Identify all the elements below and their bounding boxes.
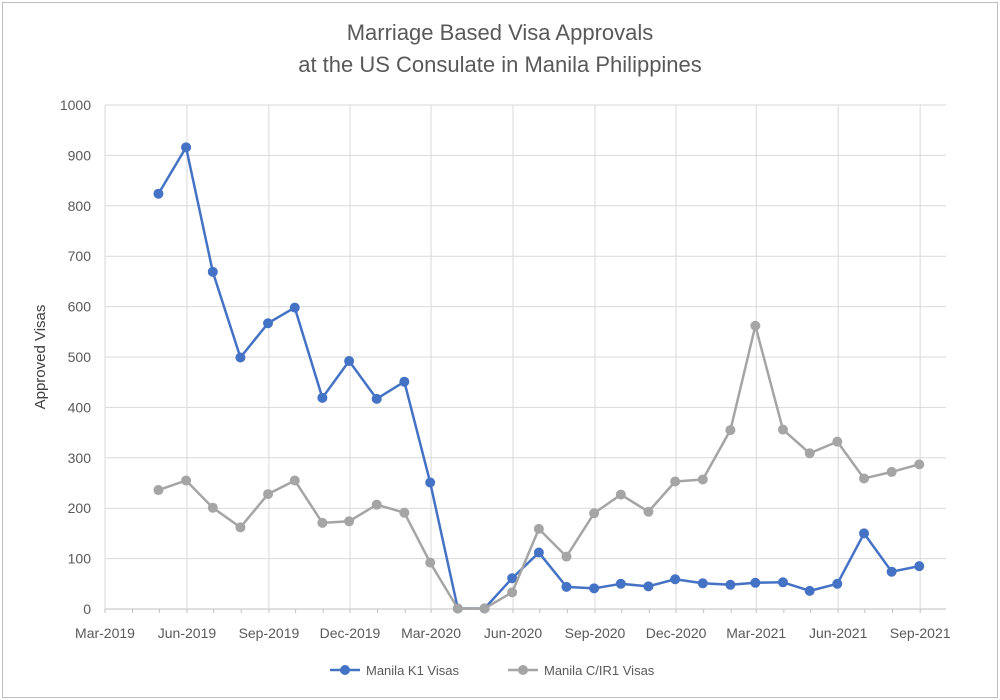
data-point — [670, 476, 681, 487]
x-tick-label: Mar-2021 — [726, 625, 786, 641]
x-tick-label: Sep-2021 — [890, 625, 951, 641]
data-point — [914, 459, 925, 470]
data-point — [725, 579, 736, 590]
data-point — [859, 528, 870, 539]
data-point — [371, 393, 382, 404]
data-point — [344, 516, 355, 527]
y-tick-label: 200 — [68, 500, 92, 516]
x-tick-label: Dec-2019 — [320, 625, 381, 641]
data-point — [750, 320, 761, 331]
data-point — [533, 547, 544, 558]
y-tick-label: 100 — [68, 551, 92, 567]
y-tick-label: 500 — [68, 349, 92, 365]
data-point — [643, 581, 654, 592]
data-point — [615, 578, 626, 589]
data-point — [479, 603, 490, 614]
data-point — [750, 577, 761, 588]
y-tick-label: 400 — [68, 399, 92, 415]
chart-title-line-1: Marriage Based Visa Approvals — [347, 20, 654, 45]
x-tick-label: Sep-2019 — [239, 625, 300, 641]
y-axis-label: Approved Visas — [32, 305, 49, 410]
data-point — [643, 506, 654, 517]
data-point — [235, 522, 246, 533]
data-point — [235, 352, 246, 363]
y-tick-label: 0 — [83, 601, 91, 617]
y-tick-label: 900 — [68, 147, 92, 163]
x-tick-labels: Mar-2019 Jun-2019 Sep-2019 Dec-2019 Mar-2020… — [75, 625, 951, 641]
data-point — [589, 508, 600, 519]
x-tick-label: Mar-2019 — [75, 625, 135, 641]
chart-title-line-2: at the US Consulate in Manila Philippine… — [298, 52, 702, 77]
data-point — [804, 448, 815, 459]
data-point — [153, 188, 164, 199]
data-point — [181, 142, 192, 153]
x-tick-label: Sep-2020 — [565, 625, 626, 641]
y-tick-labels: 0 100 200 300 400 500 600 700 800 900 1000 — [60, 97, 91, 617]
data-point — [886, 566, 897, 577]
data-point — [777, 577, 788, 588]
data-point — [697, 578, 708, 589]
data-point — [507, 587, 518, 598]
legend-label: Manila C/IR1 Visas — [544, 663, 655, 678]
legend-label: Manila K1 Visas — [366, 663, 459, 678]
data-point — [832, 578, 843, 589]
data-point — [371, 499, 382, 510]
data-point — [561, 551, 572, 562]
data-point — [589, 583, 600, 594]
data-point — [317, 517, 328, 528]
data-point — [263, 318, 274, 329]
data-point — [399, 376, 410, 387]
x-tick-label: Jun-2019 — [158, 625, 217, 641]
data-point — [181, 475, 192, 486]
data-point — [832, 436, 843, 447]
legend-swatch-marker — [340, 665, 350, 675]
data-point — [777, 424, 788, 435]
data-point — [344, 356, 355, 367]
data-point — [399, 507, 410, 518]
y-tick-label: 800 — [68, 198, 92, 214]
legend: Manila K1 Visas Manila C/IR1 Visas — [330, 663, 655, 678]
series-k1 — [153, 142, 925, 614]
data-point — [425, 477, 436, 488]
x-tick-label: Jun-2020 — [484, 625, 543, 641]
series-line — [157, 146, 920, 610]
y-tick-label: 1000 — [60, 97, 91, 113]
data-point — [804, 585, 815, 596]
y-tick-label: 700 — [68, 248, 92, 264]
series-cir1 — [153, 320, 925, 614]
x-tick-label: Dec-2020 — [646, 625, 707, 641]
data-point — [533, 523, 544, 534]
data-point — [263, 489, 274, 500]
x-tick-label: Mar-2020 — [401, 625, 461, 641]
data-point — [561, 581, 572, 592]
data-point — [914, 561, 925, 572]
data-point — [697, 474, 708, 485]
data-point — [207, 502, 218, 513]
data-point — [859, 473, 870, 484]
y-tick-label: 300 — [68, 450, 92, 466]
data-point — [670, 574, 681, 585]
data-point — [289, 475, 300, 486]
legend-item: Manila K1 Visas — [330, 663, 459, 678]
gridlines — [104, 104, 946, 613]
data-point — [153, 485, 164, 496]
data-point — [452, 603, 463, 614]
data-point — [207, 266, 218, 277]
series-group — [153, 142, 925, 614]
legend-swatch-marker — [518, 665, 528, 675]
data-point — [507, 573, 518, 584]
data-point — [317, 392, 328, 403]
legend-item: Manila C/IR1 Visas — [508, 663, 655, 678]
series-line — [158, 324, 920, 610]
data-point — [289, 302, 300, 313]
data-point — [425, 557, 436, 568]
data-point — [886, 466, 897, 477]
x-tick-label: Jun-2021 — [809, 625, 868, 641]
data-point — [615, 489, 626, 500]
y-tick-label: 600 — [68, 299, 92, 315]
data-point — [725, 425, 736, 436]
